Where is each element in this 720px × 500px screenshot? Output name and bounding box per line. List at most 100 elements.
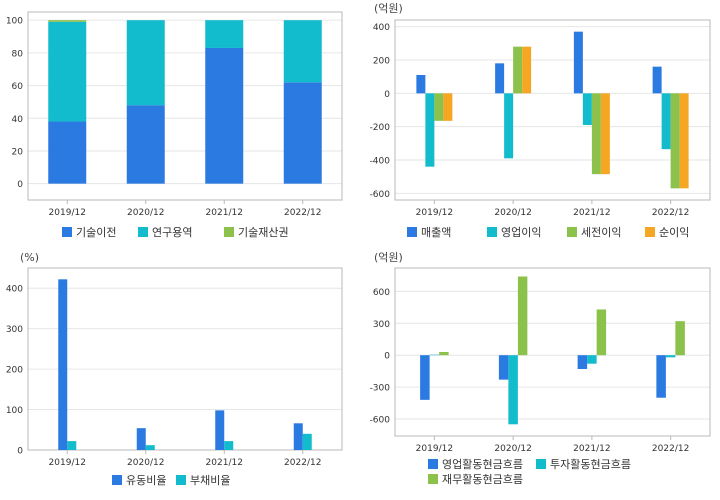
x-tick-label: 2020/12 (127, 208, 164, 218)
legend-swatch (138, 227, 148, 237)
bar-3 (434, 93, 444, 121)
plot-frame (394, 267, 711, 437)
y-tick-label: 200 (373, 57, 390, 67)
bar-1 (205, 47, 244, 184)
bar-4 (600, 93, 610, 175)
bar-2 (508, 355, 518, 425)
legend-label: 기술재산권 (238, 226, 289, 239)
bar-4 (679, 93, 689, 189)
y-tick-label: 300 (6, 325, 23, 335)
bar-1 (48, 121, 87, 184)
y-tick-label: 400 (373, 23, 390, 33)
y-tick-label: -600 (370, 415, 391, 425)
bar-2 (283, 20, 322, 83)
bar-1 (58, 279, 68, 450)
bar-3 (596, 309, 607, 356)
y-tick-label: 0 (17, 447, 23, 457)
y-tick-label: 100 (6, 406, 23, 416)
bar-1 (498, 355, 509, 380)
bar-1 (573, 31, 583, 94)
legend-swatch (62, 227, 72, 237)
legend-swatch (645, 227, 655, 237)
unit-label: (%) (20, 251, 39, 264)
chart-panel-2: (억원) -600 -400 -200 0 200 400 2019/12 2020/12 202… (370, 2, 711, 239)
bar-2 (429, 354, 440, 356)
legend-swatch (224, 227, 234, 237)
legend-label: 연구용역 (152, 226, 192, 239)
x-tick-label: 2021/12 (573, 444, 610, 454)
plot-frame (27, 267, 343, 451)
bar-1 (652, 66, 662, 94)
chart-panel-1: 0 20 40 60 80 100 2019/12 2020/12 2021/12 2022/12… (6, 11, 343, 239)
bar-3 (439, 352, 449, 356)
bar-2 (504, 93, 514, 159)
bar-2 (48, 21, 87, 122)
x-tick-label: 2021/12 (573, 208, 610, 218)
bar-3 (517, 276, 528, 356)
bar-2 (665, 355, 676, 358)
x-tick-label: 2020/12 (494, 444, 531, 454)
bar-3 (670, 93, 680, 189)
bar-4 (522, 46, 532, 94)
y-tick-label: 60 (12, 82, 24, 92)
bar-1 (495, 63, 505, 94)
bar-2 (67, 441, 77, 450)
bar-2 (205, 20, 244, 48)
legend-swatch (428, 474, 438, 484)
bar-1 (656, 355, 666, 398)
x-tick-label: 2021/12 (206, 208, 243, 218)
bar-2 (661, 93, 671, 150)
legend-swatch (428, 459, 438, 469)
bar-1 (293, 423, 303, 450)
y-tick-label: -600 (370, 190, 391, 200)
x-tick-label: 2019/12 (416, 208, 453, 218)
legend-swatch (567, 227, 577, 237)
unit-label: (억원) (374, 251, 403, 264)
y-tick-label: 0 (17, 180, 23, 190)
legend-label: 기술이전 (76, 226, 116, 239)
x-tick-label: 2020/12 (127, 458, 164, 468)
legend-swatch (176, 475, 186, 485)
y-tick-label: 100 (6, 17, 23, 27)
legend-label: 재무활동현금흐름 (442, 472, 523, 486)
legend-label: 부채비율 (190, 474, 230, 487)
y-tick-label: 400 (6, 285, 23, 295)
bar-2 (126, 20, 165, 106)
bar-1 (136, 428, 146, 450)
bar-1 (126, 105, 165, 184)
bar-2 (587, 355, 597, 364)
plot-frame (394, 19, 711, 201)
bar-2 (145, 445, 155, 450)
legend-label: 투자활동현금흐름 (550, 457, 631, 471)
chart-panel-3: (%) 0 100 200 300 400 2019/12 2020/12 2021/12 202… (6, 251, 343, 487)
y-tick-label: 200 (6, 366, 23, 376)
plot-frame (27, 11, 343, 201)
x-tick-label: 2020/12 (494, 208, 531, 218)
bar-2 (582, 93, 592, 125)
x-tick-label: 2019/12 (49, 458, 86, 468)
legend-swatch (407, 227, 417, 237)
y-tick-label: 0 (384, 352, 390, 362)
y-tick-label: 20 (12, 147, 24, 157)
unit-label: (억원) (374, 2, 403, 15)
y-tick-label: 300 (373, 320, 390, 330)
x-tick-label: 2021/12 (206, 458, 243, 468)
bar-1 (420, 355, 430, 400)
bar-1 (215, 410, 225, 450)
legend-label: 매출액 (421, 226, 451, 239)
legend-label: 영업이익 (501, 226, 541, 239)
bar-2 (425, 93, 435, 167)
y-tick-label: 0 (384, 90, 390, 100)
y-tick-label: -300 (370, 384, 391, 394)
x-tick-label: 2022/12 (284, 208, 321, 218)
bar-1 (416, 75, 426, 94)
y-tick-label: 40 (12, 115, 24, 125)
bar-3 (675, 321, 685, 356)
y-tick-label: -200 (370, 123, 391, 133)
legend-swatch (112, 475, 122, 485)
legend-label: 유동비율 (126, 474, 166, 487)
x-tick-label: 2022/12 (652, 444, 689, 454)
bar-4 (443, 93, 453, 121)
y-tick-label: 600 (373, 288, 390, 298)
